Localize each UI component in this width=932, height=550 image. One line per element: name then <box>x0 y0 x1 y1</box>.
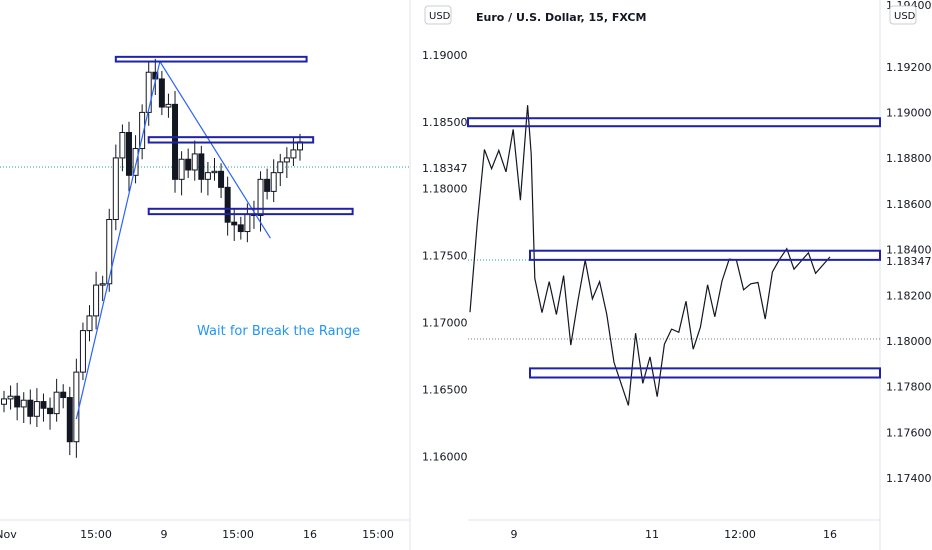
left-candle-body <box>27 399 34 417</box>
left-x-tick-label: 9 <box>161 528 168 541</box>
left-x-tick-label: 15:00 <box>80 528 112 541</box>
right-currency-label: USD <box>894 11 916 22</box>
left-y-tick-label: 1.18000 <box>422 183 468 196</box>
left-candle-body <box>132 148 139 176</box>
right-current-price-tag: 1.18347 <box>886 255 932 268</box>
left-candle-body <box>112 157 119 221</box>
left-y-tick-label: 1.17500 <box>422 250 468 263</box>
right-price-series <box>469 105 831 406</box>
left-currency-badge[interactable]: USD <box>424 5 452 25</box>
left-candle-body <box>277 161 284 174</box>
left-candle-body <box>40 401 47 409</box>
right-y-tick-label: 1.18600 <box>886 198 932 211</box>
left-y-ticks: 1.19000 1.18500 1.18000 1.17500 1.17000 1.165… <box>422 49 468 464</box>
left-candles <box>1 58 303 458</box>
left-trend-segment <box>75 61 161 420</box>
left-y-tick-label: 1.16500 <box>422 384 468 397</box>
right-x-ticks: 9 11 12:00 16 <box>511 528 838 541</box>
right-x-tick-label: 12:00 <box>724 528 756 541</box>
left-candle-body <box>99 283 106 286</box>
left-candle-body <box>211 170 218 174</box>
left-candle-body <box>231 221 238 226</box>
right-range-boxes <box>467 117 881 379</box>
left-candle-body <box>20 399 27 408</box>
left-currency-label: USD <box>429 11 451 22</box>
right-y-tick-label: 1.18800 <box>886 152 932 165</box>
left-candle-body <box>218 170 225 188</box>
right-y-ticks: 1.19200 1.19000 1.18800 1.18600 1.18400 1.182… <box>886 61 932 485</box>
left-candle-body <box>237 224 244 233</box>
right-y-tick-label: 1.17600 <box>886 426 932 439</box>
left-y-tick-label: 1.16000 <box>422 450 468 463</box>
right-y-tick-label: 1.19200 <box>886 61 932 74</box>
left-candle-body <box>86 315 93 332</box>
right-range-box <box>529 249 881 261</box>
right-y-tick-label: 1.18200 <box>886 289 932 302</box>
left-candle-body <box>244 213 251 233</box>
right-x-tick-label: 9 <box>511 528 518 541</box>
right-y-tick-label: 1.19000 <box>886 107 932 120</box>
left-candle-body <box>33 401 40 417</box>
left-candle-body <box>53 391 60 415</box>
left-x-ticks: Nov 15:00 9 15:00 16 15:00 <box>0 528 394 541</box>
right-y-tick-label: 1.18400 <box>886 244 932 257</box>
left-candle-body <box>283 157 290 163</box>
left-y-tick-label: 1.18500 <box>422 116 468 129</box>
left-candle-body <box>185 158 192 171</box>
left-candle-body <box>270 172 277 192</box>
right-y-tick-label: 1.17400 <box>886 472 932 485</box>
right-chart: Euro / U.S. Dollar, 15, FXCM 1.192001.19… <box>467 0 932 550</box>
left-candle-body <box>158 78 165 108</box>
left-candle-body <box>257 178 264 216</box>
right-y-tick-label: 1.17800 <box>886 381 932 394</box>
left-y-tick-label: 1.17000 <box>422 317 468 330</box>
left-x-tick-label: 15:00 <box>222 528 254 541</box>
left-x-tick-label: Nov <box>0 528 17 541</box>
left-candle-body <box>139 111 146 150</box>
left-candle-body <box>79 330 86 373</box>
right-range-box <box>467 117 881 128</box>
left-candle-body <box>73 371 80 443</box>
left-candle-body <box>66 397 73 443</box>
left-candle-body <box>60 391 67 399</box>
left-x-tick-label: 16 <box>303 528 317 541</box>
left-candle-body <box>47 407 54 415</box>
right-y-tick-label: 1.18000 <box>886 335 932 348</box>
left-candle-body <box>93 284 100 317</box>
left-candle-body <box>204 172 211 180</box>
left-candle-body <box>125 131 132 176</box>
right-x-tick-label: 11 <box>645 528 659 541</box>
left-x-tick-label: 15:00 <box>362 528 394 541</box>
left-chart: 1.19000 1.18500 1.18000 1.17500 1.17000 1.165… <box>0 0 468 550</box>
left-candle-body <box>178 158 185 180</box>
left-current-price-tag: 1.18347 <box>422 162 468 175</box>
left-range-box <box>114 55 308 63</box>
right-chart-title: Euro / U.S. Dollar, 15, FXCM <box>476 11 646 24</box>
left-candle-body <box>264 178 271 192</box>
right-range-box <box>529 367 881 379</box>
left-range-box <box>147 207 354 216</box>
left-candle-body <box>1 398 7 405</box>
left-candle-body <box>119 131 126 159</box>
left-y-tick-label: 1.19000 <box>422 49 468 62</box>
right-currency-badge[interactable]: USD <box>889 5 917 25</box>
left-candle-body <box>14 395 21 408</box>
left-candle-body <box>290 149 297 159</box>
left-range-box <box>147 136 315 144</box>
left-candle-body <box>191 153 198 171</box>
left-candle-body <box>165 103 172 108</box>
right-price-line <box>469 105 831 406</box>
break-range-note: Wait for Break the Range <box>197 324 360 339</box>
left-candle-body <box>198 153 205 180</box>
left-candle-body <box>145 71 152 113</box>
right-x-tick-label: 16 <box>823 528 837 541</box>
left-candle-body <box>106 219 113 285</box>
left-range-boxes <box>114 55 354 216</box>
left-candle-body <box>224 186 231 223</box>
left-candle-body <box>7 395 14 400</box>
